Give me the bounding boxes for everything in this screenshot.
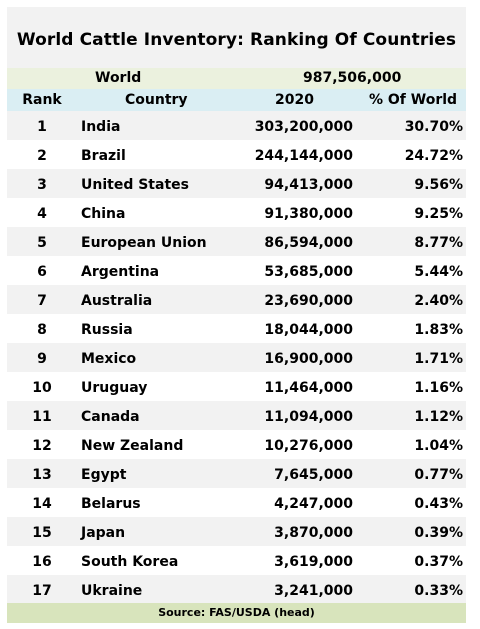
value-cell: 16,900,000 (264, 351, 353, 367)
value-cell: 10,276,000 (264, 438, 353, 454)
country-cell: Japan (81, 525, 126, 541)
country-cell: United States (81, 177, 189, 193)
country-cell: Ukraine (81, 583, 143, 599)
rank-cell: 7 (37, 293, 47, 309)
country-cell: Egypt (81, 467, 127, 483)
value-cell: 91,380,000 (264, 206, 353, 222)
rank-cell: 3 (37, 177, 47, 193)
rank-cell: 10 (32, 380, 52, 396)
world-total-value: 987,506,000 (303, 70, 402, 86)
value-cell: 11,094,000 (264, 409, 353, 425)
value-cell: 86,594,000 (264, 235, 353, 251)
percent-cell: 0.43% (414, 496, 463, 512)
value-cell: 53,685,000 (264, 264, 353, 280)
table-row: 9 Mexico 16,900,000 1.71% (7, 343, 466, 372)
page-title: World Cattle Inventory: Ranking Of Count… (16, 30, 457, 50)
percent-cell: 0.77% (414, 467, 463, 483)
table-row: 10 Uruguay 11,464,000 1.16% (7, 372, 466, 401)
rank-cell: 2 (37, 148, 47, 164)
table-row: 2 Brazil 244,144,000 24.72% (7, 140, 466, 169)
country-cell: Uruguay (81, 380, 148, 396)
country-cell: Canada (81, 409, 140, 425)
table-row: 5 European Union 86,594,000 8.77% (7, 227, 466, 256)
country-cell: Brazil (81, 148, 126, 164)
rank-cell: 6 (37, 264, 47, 280)
header-percent: % Of World (369, 92, 458, 108)
percent-cell: 30.70% (404, 119, 463, 135)
value-cell: 23,690,000 (264, 293, 353, 309)
country-cell: New Zealand (81, 438, 184, 454)
rank-cell: 13 (32, 467, 52, 483)
rank-cell: 5 (37, 235, 47, 251)
rank-cell: 16 (32, 554, 52, 570)
percent-cell: 1.12% (414, 409, 463, 425)
value-cell: 18,044,000 (264, 322, 353, 338)
rank-cell: 9 (37, 351, 47, 367)
percent-cell: 8.77% (414, 235, 463, 251)
table-row: 8 Russia 18,044,000 1.83% (7, 314, 466, 343)
percent-cell: 1.83% (414, 322, 463, 338)
table-body: 1 India 303,200,000 30.70% 2 Brazil 244,144,00… (7, 111, 466, 604)
table-row: 16 South Korea 3,619,000 0.37% (7, 546, 466, 575)
value-cell: 3,870,000 (274, 525, 353, 541)
table-row: 1 India 303,200,000 30.70% (7, 111, 466, 140)
header-year: 2020 (275, 92, 314, 108)
rank-cell: 12 (32, 438, 52, 454)
percent-cell: 5.44% (414, 264, 463, 280)
country-cell: India (81, 119, 121, 135)
percent-cell: 9.56% (414, 177, 463, 193)
country-cell: Belarus (81, 496, 141, 512)
country-cell: China (81, 206, 126, 222)
table-frame: World Cattle Inventory: Ranking Of Count… (7, 7, 466, 623)
rank-cell: 15 (32, 525, 52, 541)
percent-cell: 0.37% (414, 554, 463, 570)
country-cell: South Korea (81, 554, 179, 570)
header-rank: Rank (22, 92, 62, 108)
table-row: 17 Ukraine 3,241,000 0.33% (7, 575, 466, 604)
country-cell: Mexico (81, 351, 137, 367)
rank-cell: 8 (37, 322, 47, 338)
table-row: 7 Australia 23,690,000 2.40% (7, 285, 466, 314)
table-header-row: Rank Country 2020 % Of World (7, 89, 466, 111)
rank-cell: 4 (37, 206, 47, 222)
table-row: 15 Japan 3,870,000 0.39% (7, 517, 466, 546)
world-label: World (95, 70, 142, 86)
table-row: 12 New Zealand 10,276,000 1.04% (7, 430, 466, 459)
rank-cell: 17 (32, 583, 52, 599)
percent-cell: 24.72% (404, 148, 463, 164)
percent-cell: 1.71% (414, 351, 463, 367)
value-cell: 7,645,000 (274, 467, 353, 483)
country-cell: European Union (81, 235, 207, 251)
value-cell: 3,241,000 (274, 583, 353, 599)
percent-cell: 9.25% (414, 206, 463, 222)
rank-cell: 11 (32, 409, 52, 425)
percent-cell: 1.16% (414, 380, 463, 396)
percent-cell: 2.40% (414, 293, 463, 309)
table-row: 14 Belarus 4,247,000 0.43% (7, 488, 466, 517)
header-country: Country (125, 92, 188, 108)
value-cell: 4,247,000 (274, 496, 353, 512)
table-row: 3 United States 94,413,000 9.56% (7, 169, 466, 198)
rank-cell: 1 (37, 119, 47, 135)
percent-cell: 0.39% (414, 525, 463, 541)
country-cell: Russia (81, 322, 133, 338)
rank-cell: 14 (32, 496, 52, 512)
world-total-row: World 987,506,000 (7, 68, 466, 89)
percent-cell: 1.04% (414, 438, 463, 454)
value-cell: 244,144,000 (254, 148, 353, 164)
table-row: 4 China 91,380,000 9.25% (7, 198, 466, 227)
country-cell: Argentina (81, 264, 160, 280)
source-note: Source: FAS/USDA (head) (7, 603, 466, 623)
value-cell: 11,464,000 (264, 380, 353, 396)
value-cell: 3,619,000 (274, 554, 353, 570)
table-row: 11 Canada 11,094,000 1.12% (7, 401, 466, 430)
table-row: 6 Argentina 53,685,000 5.44% (7, 256, 466, 285)
percent-cell: 0.33% (414, 583, 463, 599)
country-cell: Australia (81, 293, 153, 309)
value-cell: 303,200,000 (254, 119, 353, 135)
value-cell: 94,413,000 (264, 177, 353, 193)
table-row: 13 Egypt 7,645,000 0.77% (7, 459, 466, 488)
